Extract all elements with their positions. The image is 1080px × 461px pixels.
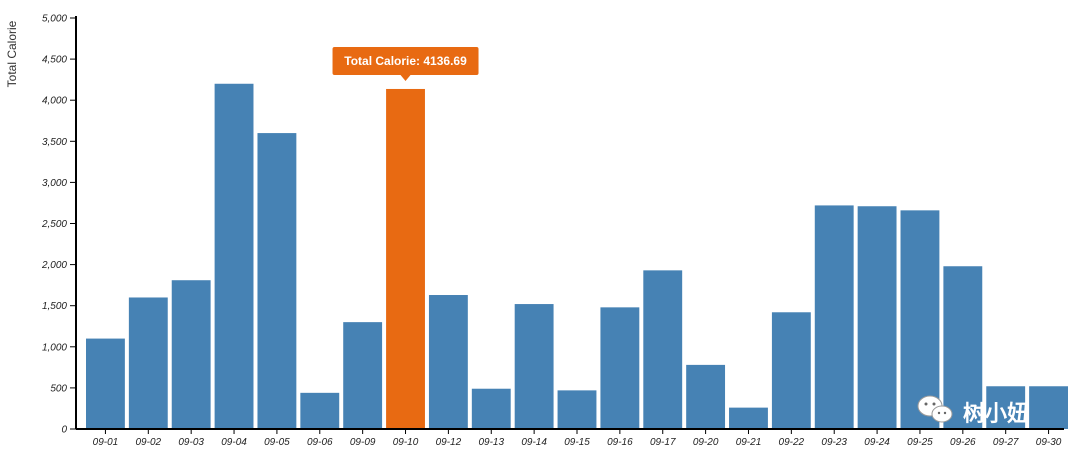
x-tick-label: 09-01 [93,437,119,448]
bar[interactable] [986,386,1026,429]
x-tick-label: 09-09 [350,437,376,448]
x-tick-label: 09-22 [779,437,805,448]
y-axis: 0 500 1,000 1,500 2,000 2,500 3,000 3,500 4,000 4… [41,14,77,436]
y-tick-label: 500 [50,383,67,394]
bar[interactable] [257,133,297,429]
wechat-icon [917,395,953,423]
bar[interactable] [514,304,554,429]
y-tick-label: 3,500 [42,137,67,148]
bar[interactable] [300,392,340,429]
bar[interactable] [428,295,468,429]
bar[interactable] [643,270,683,429]
x-tick-label: 09-21 [736,437,762,448]
x-tick-label: 09-10 [393,437,419,448]
x-tick-label: 09-27 [993,437,1019,448]
x-tick-label: 09-23 [821,437,847,448]
tooltip-label: Total Calorie: 4136.69 [344,54,467,68]
bar[interactable] [943,266,983,429]
x-tick-label: 09-06 [307,437,333,448]
x-axis: 09-01 09-02 09-03 09-04 09-05 09-06 09-09 09-10… [76,428,1064,448]
x-tick-label: 09-16 [607,437,633,448]
x-tick-label: 09-17 [650,437,676,448]
bar[interactable] [343,322,383,429]
bar[interactable] [814,205,854,429]
x-tick-label: 09-03 [178,437,204,448]
x-tick-label: 09-15 [564,437,590,448]
x-tick-label: 09-20 [693,437,719,448]
bar[interactable] [471,388,511,429]
y-axis-title: Total Calorie [5,20,19,87]
watermark: 树小妞 [917,395,1029,427]
bar[interactable] [600,307,640,429]
x-tick-label: 09-14 [521,437,547,448]
tooltip-box [332,46,479,75]
bar[interactable] [128,297,168,429]
y-tick-label: 4,500 [42,55,67,66]
bar[interactable] [686,364,726,429]
x-tick-label: 09-24 [864,437,890,448]
x-tick-label: 09-04 [221,437,247,448]
y-tick-label: 0 [61,425,67,436]
bar[interactable] [1029,386,1068,429]
x-tick-label: 09-26 [950,437,976,448]
x-tick-label: 09-13 [478,437,504,448]
bar[interactable] [900,210,940,429]
bar[interactable] [557,390,597,429]
tooltip: Total Calorie: 4136.69 [332,46,479,81]
y-tick-label: 2,000 [41,260,67,271]
tooltip-arrow [400,74,411,81]
bar-highlighted[interactable] [386,88,425,429]
y-tick-label: 5,000 [42,14,67,25]
y-tick-label: 4,000 [42,96,67,107]
x-tick-label: 09-05 [264,437,290,448]
x-tick-label: 09-30 [1036,437,1062,448]
bars-group [86,83,1068,429]
y-tick-label: 3,000 [42,178,67,189]
y-tick-label: 2,500 [41,219,67,230]
watermark-text: 树小妞 [963,401,1029,427]
y-tick-label: 1,000 [42,342,67,353]
x-tick-label: 09-02 [136,437,162,448]
bar[interactable] [729,407,768,429]
bar[interactable] [171,280,211,429]
bar[interactable] [771,312,811,429]
bar[interactable] [857,206,897,429]
y-tick-label: 1,500 [42,301,67,312]
bar[interactable] [214,83,254,429]
x-tick-label: 09-25 [907,437,933,448]
x-tick-label: 09-12 [436,437,462,448]
bar[interactable] [86,338,125,429]
